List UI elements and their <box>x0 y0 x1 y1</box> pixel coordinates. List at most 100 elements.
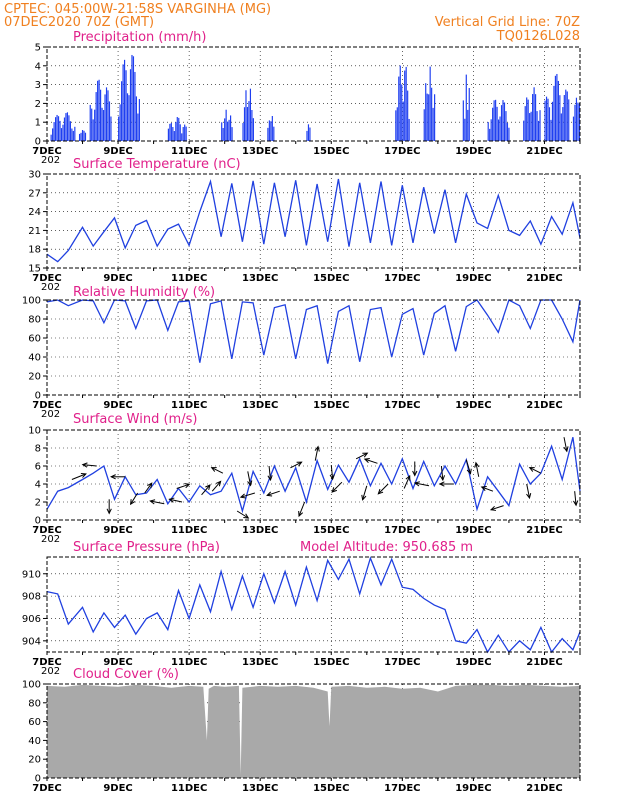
precip-bar <box>426 93 428 141</box>
precip-frame <box>46 46 581 142</box>
precip-bar <box>462 100 464 141</box>
precip-bar <box>134 71 136 141</box>
precip-bar <box>81 130 84 141</box>
precip-ytick-label: 0 <box>35 137 41 148</box>
cloud-xtick-label: 17DEC <box>384 783 420 794</box>
precip-bar <box>524 106 526 141</box>
precip-bar <box>572 116 575 141</box>
precip-bar <box>229 115 232 141</box>
cloud-area <box>47 684 580 778</box>
wind-arrow-head <box>147 482 153 489</box>
wind-arrow <box>403 475 411 489</box>
humidity-ytick-label: 80 <box>28 315 41 326</box>
precip-bar <box>539 110 541 141</box>
precip-bar <box>489 128 491 141</box>
pressure-xtick-label: 11DEC <box>171 657 207 668</box>
wind-arrow-head <box>267 475 273 482</box>
pressure-xtick-label: 19DEC <box>455 657 491 668</box>
precip-bar <box>252 118 254 141</box>
precip-bar <box>487 122 489 141</box>
wind-arrow <box>211 467 224 474</box>
wind-arrow <box>71 473 87 480</box>
humidity-year-label: 202 <box>41 409 60 420</box>
pressure-frame <box>46 556 581 653</box>
wind-arrow-head <box>439 475 446 482</box>
wind-arrow <box>150 500 165 505</box>
precip-bar <box>554 75 557 141</box>
precip-bar <box>402 101 404 141</box>
wind-arrow <box>574 491 577 506</box>
pressure-ytick-label: 904 <box>22 636 41 647</box>
precip-bar <box>167 128 169 141</box>
wind-arrow-head <box>247 480 253 487</box>
precip-bar <box>499 116 501 141</box>
wind-arrow <box>290 461 302 469</box>
precip-bar <box>530 111 532 141</box>
precip-bar <box>532 94 534 141</box>
precip-bar <box>59 120 61 141</box>
pressure-annotation: Model Altitude: 950.685 m <box>300 540 473 555</box>
pressure-ytick-label: 910 <box>22 569 41 580</box>
wind-arrow <box>314 446 319 461</box>
humidity-title: Relative Humidity (%) <box>73 285 215 300</box>
precip-bar <box>273 126 275 141</box>
precip-bar <box>575 97 578 141</box>
precip-xtick-label: 19DEC <box>455 146 491 157</box>
precip-bar <box>91 108 93 141</box>
precip-bar <box>100 89 102 141</box>
pressure-xtick-label: 15DEC <box>313 657 349 668</box>
pressure-ytick-label: 906 <box>22 614 41 625</box>
precip-bar <box>131 54 133 141</box>
wind-arrow <box>529 467 542 474</box>
precip-bar <box>176 117 178 141</box>
precip-bar <box>404 70 406 141</box>
temperature-xtick-label: 7DEC <box>32 273 61 284</box>
precip-bar <box>95 92 97 141</box>
precip-bar <box>464 118 466 141</box>
cloud-xtick-label: 9DEC <box>103 783 132 794</box>
cloud-xtick-label: 7DEC <box>32 783 61 794</box>
temperature-ytick-label: 24 <box>28 207 41 218</box>
wind-arrow-head <box>405 474 411 481</box>
precip-bar <box>172 127 174 141</box>
precip-bar <box>179 124 181 141</box>
humidity-xtick-label: 21DEC <box>526 400 562 411</box>
precip-bar <box>78 133 81 141</box>
precip-bar <box>503 102 506 141</box>
precip-bar <box>578 103 580 141</box>
precip-bar <box>221 122 223 141</box>
pressure-panel: 904 906 908 910 7DEC 9DEC 11DEC 13DEC 15DEC 17DEC… <box>22 540 581 677</box>
wind-arrow-head <box>480 486 487 491</box>
precip-bar <box>243 107 246 141</box>
precip-xtick-label: 13DEC <box>242 146 278 157</box>
precip-bar <box>550 119 552 141</box>
precip-bar <box>97 80 99 141</box>
cloud-ytick-label: 60 <box>28 717 41 728</box>
precip-bar <box>123 59 126 141</box>
wind-arrow <box>82 464 97 467</box>
precip-bar <box>118 116 120 141</box>
precip-bar <box>401 84 403 141</box>
precip-bar <box>249 88 252 141</box>
wind-arrow <box>298 501 306 517</box>
wind-arrow-head <box>239 493 246 499</box>
precip-bar <box>268 120 270 141</box>
wind-arrow <box>364 458 378 464</box>
humidity-ytick-label: 20 <box>28 372 41 383</box>
wind-ytick-label: 4 <box>35 480 41 491</box>
precip-bar <box>395 110 397 141</box>
temperature-xtick-label: 9DEC <box>103 273 132 284</box>
pressure-xtick-label: 17DEC <box>384 657 420 668</box>
wind-xtick-label: 17DEC <box>384 525 420 536</box>
precip-bar <box>62 124 64 141</box>
precip-bar <box>65 113 67 141</box>
wind-arrow <box>440 465 444 481</box>
cloud-frame <box>46 683 581 779</box>
precip-bar <box>396 107 398 141</box>
humidity-xtick-label: 15DEC <box>313 400 349 411</box>
precip-bar <box>56 114 58 141</box>
wind-arrow-head <box>296 461 303 467</box>
temperature-xtick-label: 11DEC <box>171 273 207 284</box>
cloud-xtick-label: 21DEC <box>526 783 562 794</box>
precip-bar <box>138 99 140 141</box>
